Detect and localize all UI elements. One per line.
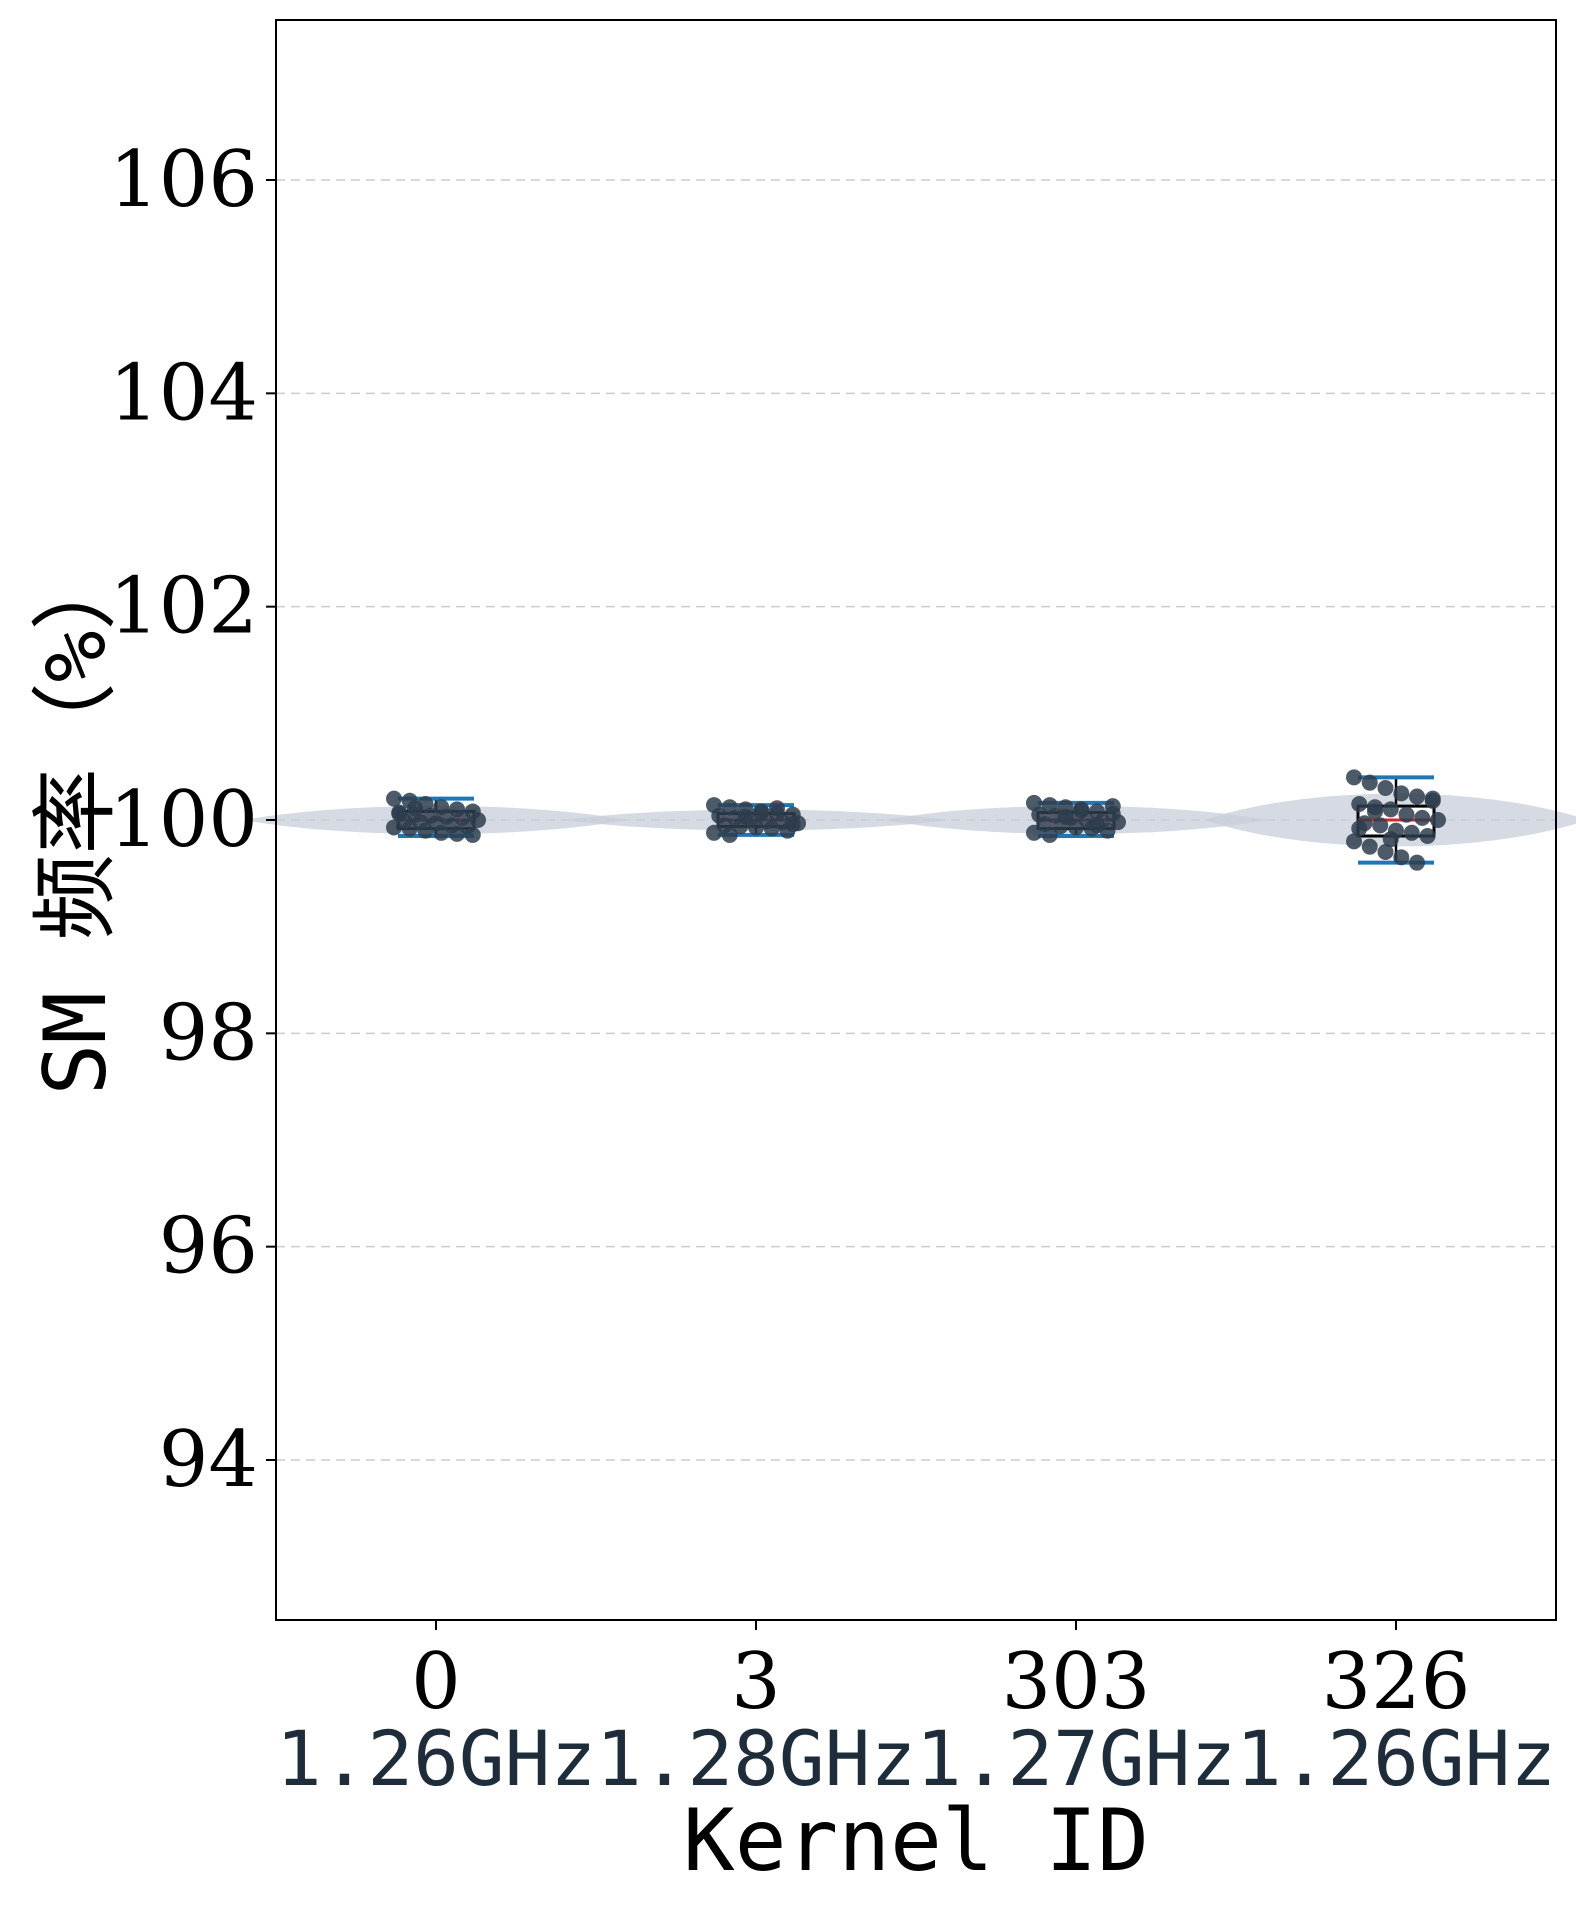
point-0-19 [417,822,434,839]
x-tick-freq-326: 1.26GHz [1236,1714,1556,1803]
point-326-9 [1398,806,1415,823]
data-points [386,769,1446,871]
point-0-22 [464,826,481,843]
point-326-23 [1351,820,1368,837]
y-tick-label-94: 94 [159,1415,258,1505]
point-303-17 [1026,824,1042,841]
y-tick-label-98: 98 [159,988,258,1078]
point-326-24 [1367,803,1383,820]
point-326-2 [1377,780,1394,796]
point-0-18 [401,820,418,837]
y-tick-label-102: 102 [109,562,258,652]
point-326-25 [1382,831,1399,848]
y-axis-ticks: 94 96 98 100 102 104 106 [109,135,276,1505]
point-303-22 [1104,798,1121,815]
point-3-17 [706,824,722,841]
point-3-22 [784,816,801,833]
y-tick-label-100: 100 [109,775,258,865]
x-tick-label-0: 0 [411,1637,461,1727]
point-0-0 [386,790,402,807]
point-0-20 [433,824,450,841]
point-3-19 [737,808,754,825]
point-0-21 [449,825,465,842]
point-303-18 [1041,826,1058,843]
point-3-21 [769,800,785,817]
point-326-15 [1403,824,1420,841]
point-326-1 [1361,774,1378,791]
point-0-23 [391,804,408,821]
x-tick-freq-303: 1.27GHz [916,1714,1236,1803]
point-326-22 [1424,790,1441,807]
point-326-16 [1419,828,1436,844]
x-axis-label: Kernel ID [683,1791,1149,1891]
y-tick-label-96: 96 [159,1202,258,1292]
point-3-20 [753,804,770,821]
point-326-3 [1393,785,1410,802]
point-0-17 [386,819,402,836]
point-326-6 [1351,796,1368,812]
point-0-24 [407,800,423,817]
x-tick-freq-3: 1.28GHz [596,1714,916,1803]
point-326-13 [1372,817,1389,834]
x-tick-label-326: 326 [1322,1637,1471,1727]
x-tick-freq-0: 1.26GHz [276,1714,596,1803]
point-326-0 [1346,769,1362,786]
point-3-14 [748,819,764,836]
point-326-18 [1361,838,1378,855]
y-axis-label: SM 频率（%） [26,544,126,1095]
point-326-11 [1430,812,1446,828]
point-326-21 [1409,854,1425,871]
point-326-20 [1393,849,1410,866]
point-326-10 [1414,809,1431,826]
point-326-17 [1346,833,1362,850]
point-3-18 [721,826,738,843]
x-tick-label-3: 3 [731,1637,781,1727]
point-326-8 [1382,801,1399,818]
y-tick-label-104: 104 [109,348,258,438]
point-303-21 [1089,817,1105,834]
point-3-15 [763,820,780,837]
x-tick-label-303: 303 [1002,1637,1151,1727]
point-303-14 [1068,819,1084,836]
point-326-19 [1377,844,1394,860]
point-303-19 [1057,808,1074,825]
point-326-4 [1409,788,1425,805]
y-tick-label-106: 106 [109,135,258,225]
point-303-20 [1073,802,1090,819]
